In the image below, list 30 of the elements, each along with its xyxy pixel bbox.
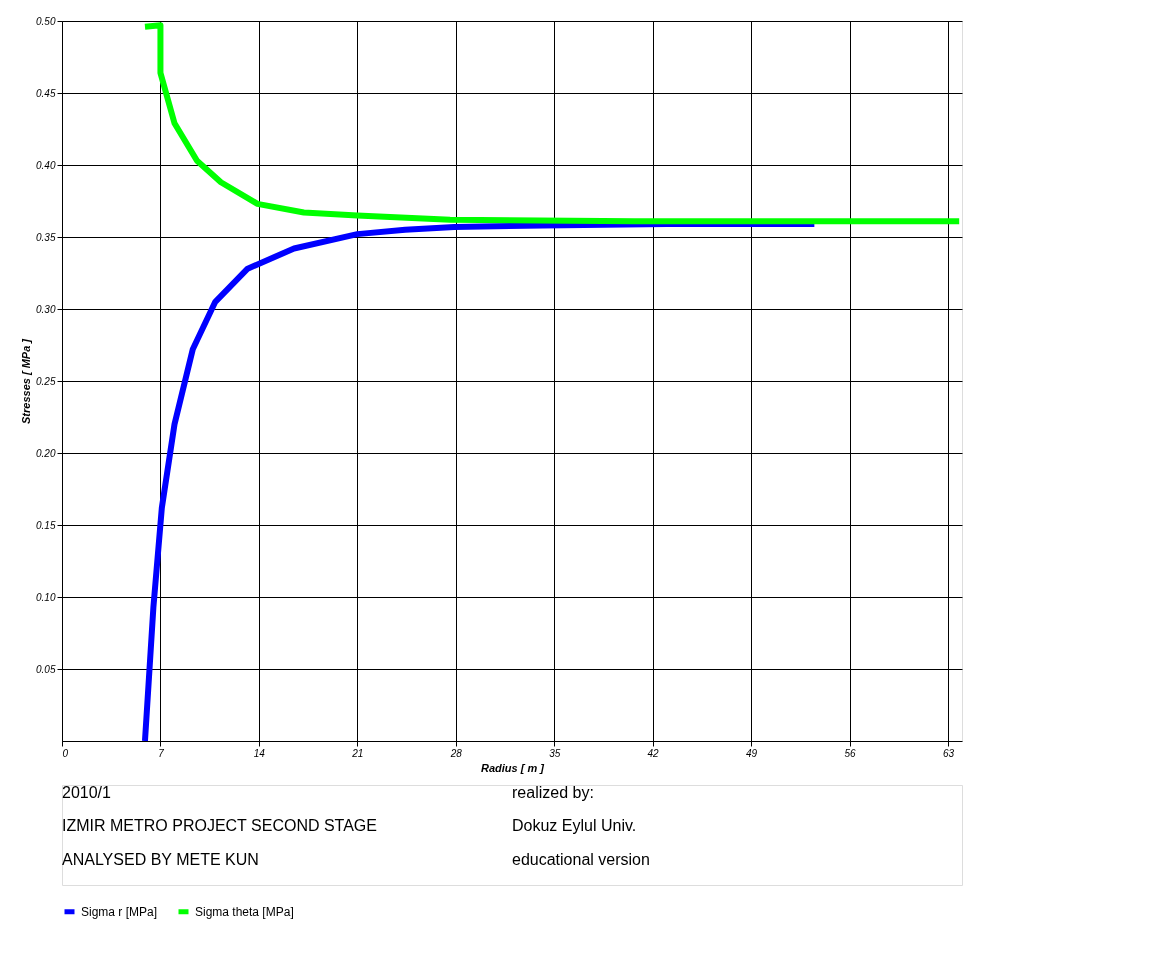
y-tick-label: 0.25 <box>36 375 56 387</box>
text: realized by: <box>512 784 594 801</box>
y-tick-label: 0.30 <box>36 303 56 315</box>
text: 2010/1 <box>62 784 112 801</box>
legend-label: Sigma r [MPa] <box>81 904 158 919</box>
x-tick-label: 56 <box>844 747 856 759</box>
x-axis-title: Radius [ m ] <box>481 761 545 774</box>
y-tick-label: 0.35 <box>36 231 56 243</box>
x-tick-label: 21 <box>351 747 364 759</box>
text: IZMIR METRO PROJECT SECOND STAGE <box>62 817 377 835</box>
x-tick-label: 0 <box>62 747 69 759</box>
x-tick-label: 42 <box>647 747 660 759</box>
x-tick-label: 49 <box>746 747 758 759</box>
text: Dokuz Eylul Univ. <box>512 817 637 835</box>
legend-label: Sigma theta [MPa] <box>195 904 294 919</box>
x-tick-label: 63 <box>942 747 955 759</box>
x-tick-label: 35 <box>549 747 561 759</box>
y-tick-label: 0.05 <box>36 663 56 675</box>
x-tick-label: 14 <box>253 747 266 759</box>
y-tick-label: 0.45 <box>36 87 56 99</box>
text: ANALYSED BY METE KUN <box>62 850 259 868</box>
x-tick-label: 28 <box>449 747 463 759</box>
text: educational version <box>512 850 650 868</box>
y-tick-label: 0.20 <box>36 447 56 459</box>
y-tick-label: 0.15 <box>36 519 56 531</box>
x-tick-label: 7 <box>158 747 165 759</box>
y-axis-title: Stresses [ MPa ] <box>20 338 33 424</box>
y-tick-label: 0.40 <box>36 159 56 171</box>
y-tick-label: 0.50 <box>36 15 56 27</box>
y-tick-label: 0.10 <box>36 591 56 603</box>
